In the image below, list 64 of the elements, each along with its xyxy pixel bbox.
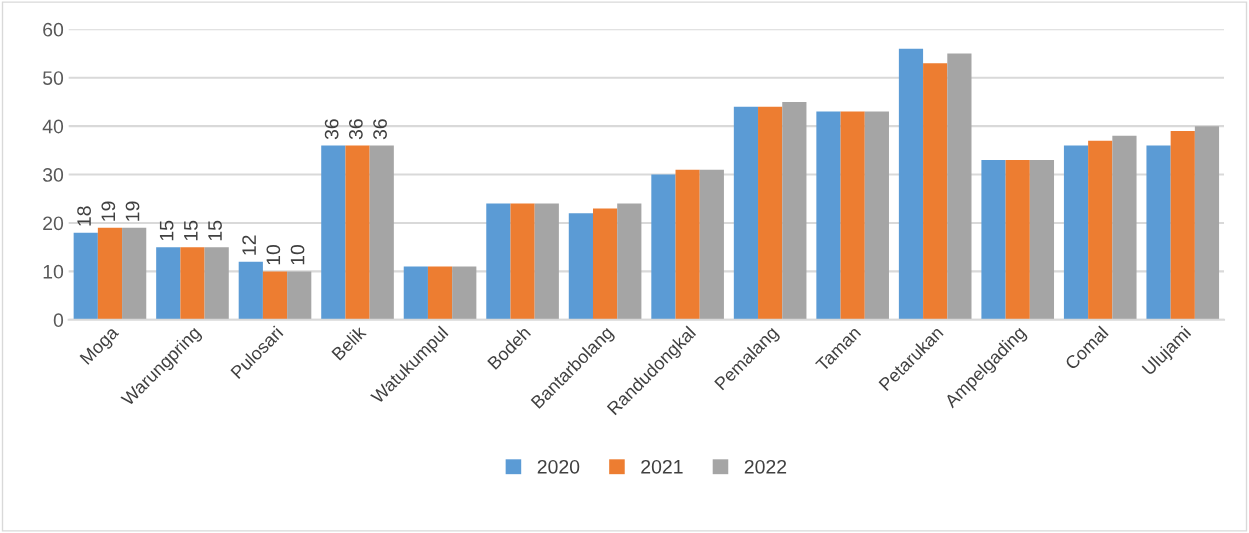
bar bbox=[403, 266, 428, 320]
bar bbox=[898, 48, 924, 320]
bar bbox=[204, 247, 229, 320]
bar bbox=[1005, 160, 1030, 320]
bar bbox=[864, 111, 889, 320]
bar bbox=[733, 106, 759, 320]
bar bbox=[427, 266, 453, 320]
y-tick-label: 20 bbox=[43, 216, 64, 231]
bar bbox=[321, 145, 346, 320]
bar bbox=[699, 169, 724, 320]
data-label: 15 bbox=[208, 220, 222, 241]
bar bbox=[262, 271, 288, 320]
bar bbox=[758, 106, 783, 320]
bar bbox=[981, 160, 1006, 320]
bar bbox=[287, 271, 312, 320]
data-label: 19 bbox=[101, 201, 116, 221]
bar bbox=[617, 203, 642, 320]
y-tick-label: 0 bbox=[53, 313, 64, 328]
bar bbox=[651, 174, 676, 320]
bar bbox=[675, 169, 700, 320]
bar bbox=[1063, 145, 1089, 320]
bar bbox=[534, 203, 559, 320]
bar bbox=[1146, 145, 1171, 320]
bar bbox=[156, 247, 181, 320]
bar bbox=[452, 266, 477, 320]
bar bbox=[1112, 135, 1137, 320]
bar bbox=[238, 261, 263, 320]
bar bbox=[568, 213, 593, 320]
data-label: 36 bbox=[373, 119, 387, 140]
data-label: 19 bbox=[125, 201, 140, 221]
y-tick-label: 60 bbox=[43, 22, 64, 37]
bar bbox=[1194, 126, 1220, 320]
bar bbox=[486, 203, 511, 320]
y-tick-label: 50 bbox=[42, 71, 64, 85]
data-label: 10 bbox=[290, 244, 305, 265]
bar bbox=[73, 232, 98, 320]
legend-label: 2021 bbox=[641, 459, 683, 474]
bar bbox=[369, 145, 394, 320]
bar bbox=[510, 203, 535, 320]
y-tick-label: 10 bbox=[43, 264, 64, 279]
data-label: 10 bbox=[266, 244, 281, 265]
bar bbox=[345, 145, 370, 320]
bar bbox=[947, 53, 972, 320]
bar bbox=[840, 111, 865, 320]
bar bbox=[1088, 140, 1113, 320]
y-tick-label: 40 bbox=[42, 119, 64, 134]
bar bbox=[1170, 130, 1195, 320]
bar bbox=[122, 227, 147, 320]
y-tick-label: 30 bbox=[42, 168, 64, 182]
legend-label: 2022 bbox=[744, 459, 787, 474]
data-label: 36 bbox=[348, 119, 363, 140]
bar bbox=[816, 111, 841, 320]
data-label: 15 bbox=[159, 220, 174, 241]
bar bbox=[782, 101, 807, 320]
bar bbox=[97, 227, 123, 320]
data-label: 18 bbox=[77, 206, 91, 226]
bar bbox=[180, 247, 205, 320]
legend-label: 2020 bbox=[537, 459, 580, 474]
bar bbox=[1029, 160, 1055, 320]
bar bbox=[923, 63, 948, 320]
data-label: 15 bbox=[184, 220, 198, 241]
data-label: 36 bbox=[324, 119, 339, 140]
bar bbox=[592, 208, 618, 320]
data-label: 12 bbox=[242, 235, 256, 255]
